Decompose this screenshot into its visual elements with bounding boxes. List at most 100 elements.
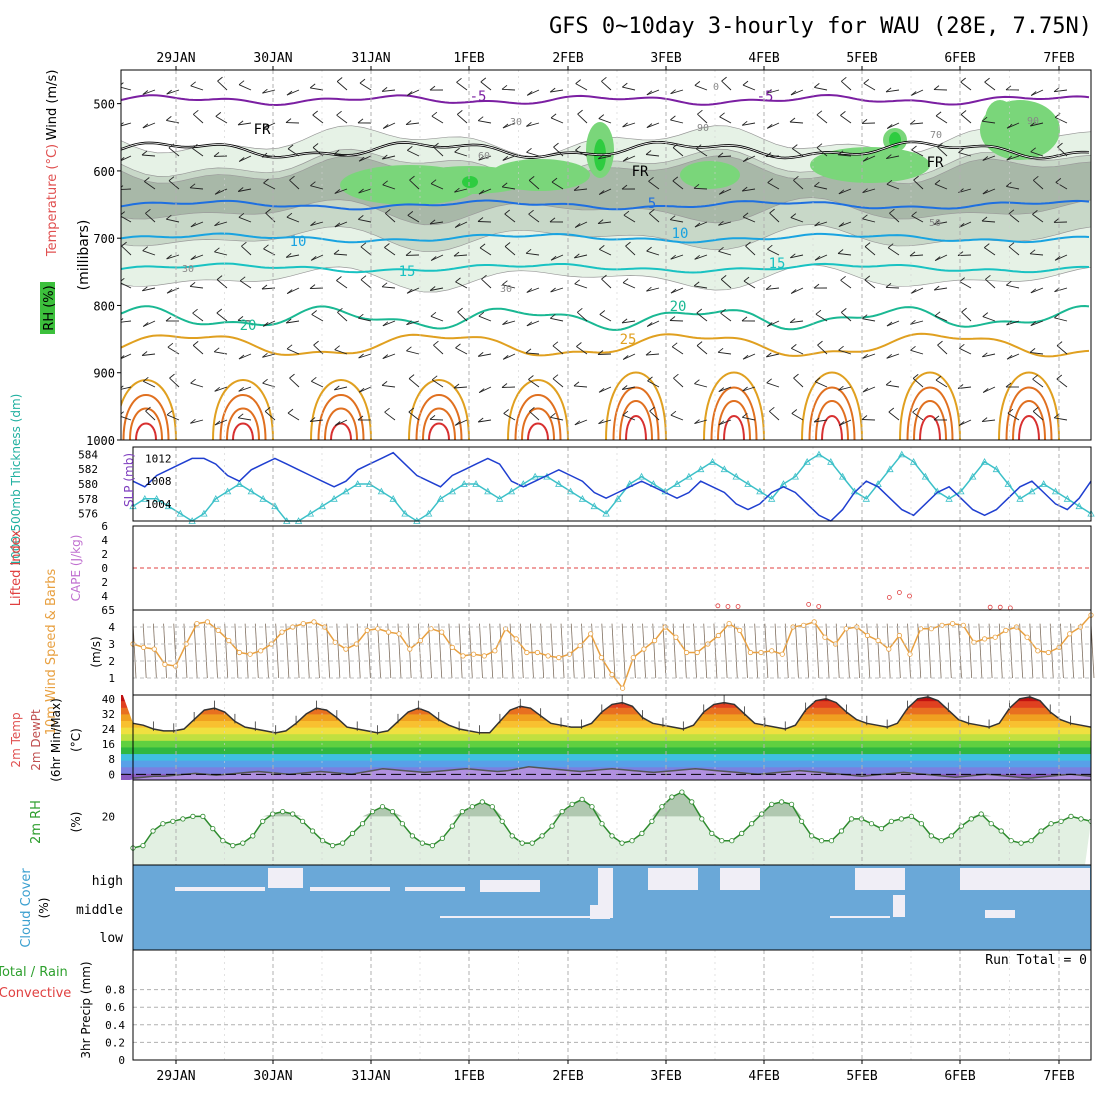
wind-barb xyxy=(864,279,876,289)
wind-barb-flag xyxy=(769,208,775,214)
wind-barb xyxy=(814,86,828,91)
wind-barb-flag xyxy=(1005,85,1012,91)
slp-axis-label: SLP (mb) xyxy=(122,453,136,507)
wind-barb-flag xyxy=(406,346,412,352)
wind-barb-flag xyxy=(313,340,319,346)
wind-barb xyxy=(573,385,588,388)
warm-isotherm xyxy=(527,422,549,440)
wind-barb-flag xyxy=(550,412,556,418)
freezing-line-inner xyxy=(121,141,1090,159)
rh-point xyxy=(908,813,915,820)
wind-barb xyxy=(622,155,636,162)
wind-axis-label: Wind (m/s) xyxy=(45,70,60,141)
wind-barb-flag xyxy=(480,77,487,83)
wind-barb-flag xyxy=(767,178,773,183)
wind-barb-10m xyxy=(652,623,657,679)
wind-barb xyxy=(694,383,708,388)
wind-barb-10m xyxy=(662,623,667,679)
wind-barb-flag xyxy=(861,415,868,420)
wind-barb xyxy=(670,119,684,124)
wind-speed-point xyxy=(460,653,466,659)
wind-barb xyxy=(550,89,564,93)
wind-barb-10m xyxy=(774,623,779,679)
wind-speed-point xyxy=(715,632,722,639)
rh-point xyxy=(160,821,166,827)
wind-barb-flag xyxy=(166,214,172,220)
wind-barb xyxy=(358,188,372,194)
isotherm-label: 15 xyxy=(769,256,786,272)
thickness-point xyxy=(767,494,776,502)
wind-barb xyxy=(382,384,396,388)
wind-speed-point xyxy=(864,632,871,639)
wind-barb xyxy=(527,89,540,96)
wind-barb xyxy=(286,216,300,223)
wind-barb xyxy=(142,353,156,356)
thickness-tick: 584 xyxy=(78,448,98,461)
wind-barb xyxy=(622,282,636,289)
rh-point xyxy=(808,833,815,839)
wind-barb-flag xyxy=(743,276,750,282)
wind-barb xyxy=(959,281,972,289)
wind-barb xyxy=(961,311,972,322)
wind-barb xyxy=(503,353,516,360)
wind-barb-flag xyxy=(862,188,868,194)
precip-tick: 0.6 xyxy=(105,1001,125,1014)
wind-barb xyxy=(649,410,660,421)
wind-barb xyxy=(886,183,900,190)
wind-barb xyxy=(430,221,444,225)
wind-barb-flag xyxy=(864,275,871,281)
wind-barb-flag xyxy=(408,374,415,379)
isotherm-label: 25 xyxy=(620,332,637,348)
wind-barb-10m xyxy=(285,623,290,679)
wind-barb xyxy=(814,381,828,388)
temp-tick: 40 xyxy=(102,693,115,706)
wind-barb-flag xyxy=(933,285,940,291)
wind-barb xyxy=(383,122,396,129)
wind-barb-flag xyxy=(693,183,700,189)
rh-point xyxy=(659,804,665,810)
wind-barb-flag xyxy=(575,79,581,84)
wind-barb xyxy=(238,84,252,91)
rh-point xyxy=(280,808,286,815)
wind-barb-flag xyxy=(526,122,532,127)
wind-barb-10m xyxy=(672,623,677,679)
rh-point xyxy=(210,825,216,832)
panel-frame xyxy=(132,609,1092,696)
wind-barb-10m xyxy=(1019,623,1024,679)
thickness-point xyxy=(377,487,386,495)
wind-barb xyxy=(433,146,444,157)
thickness-point xyxy=(886,465,894,473)
wind-barb-flag xyxy=(336,77,343,82)
wind-barb-flag xyxy=(841,308,847,313)
thickness-tick: 582 xyxy=(78,463,98,476)
wind-barb xyxy=(912,378,924,388)
wind-barb-flag xyxy=(959,277,965,282)
warm-isotherm xyxy=(710,386,758,440)
wind-barb xyxy=(238,386,252,392)
wind-barb xyxy=(909,254,924,257)
rh-point xyxy=(449,823,455,829)
wind-barb-flag xyxy=(741,120,748,126)
thickness-point xyxy=(803,457,811,465)
wind-speed-point xyxy=(385,629,392,635)
precip-tick: 0.4 xyxy=(105,1019,125,1032)
wind-barb-flag xyxy=(285,253,292,258)
wind-barb-flag xyxy=(263,178,269,184)
rh-point xyxy=(539,833,545,839)
wind-barb-flag xyxy=(334,345,340,351)
wind-barb xyxy=(1030,151,1044,157)
thickness-point xyxy=(614,494,622,502)
x-tick-top: 6FEB xyxy=(944,51,975,66)
wind-barb xyxy=(431,254,444,261)
rh-point xyxy=(499,818,505,824)
wind-barb xyxy=(574,283,588,289)
wind-barb xyxy=(455,347,468,355)
x-tick-top: 2FEB xyxy=(552,51,583,66)
wind-barb-flag xyxy=(166,288,173,294)
wind-barb-flag xyxy=(213,347,220,353)
wind-barb xyxy=(935,379,948,388)
wind-barb-10m xyxy=(703,623,708,679)
wind-barb xyxy=(337,311,348,322)
wind-barb xyxy=(671,346,684,355)
wind-speed-point xyxy=(651,637,658,644)
